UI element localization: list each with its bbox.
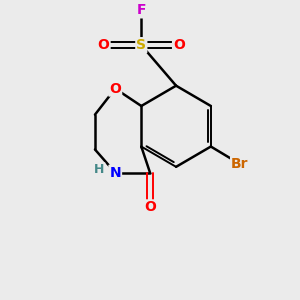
Text: O: O: [109, 82, 121, 96]
Text: Br: Br: [231, 157, 249, 171]
Text: F: F: [136, 3, 146, 17]
Text: N: N: [110, 166, 121, 180]
Text: O: O: [173, 38, 185, 52]
Text: O: O: [98, 38, 109, 52]
Text: S: S: [136, 38, 146, 52]
Text: O: O: [144, 200, 156, 214]
Text: H: H: [94, 163, 104, 176]
